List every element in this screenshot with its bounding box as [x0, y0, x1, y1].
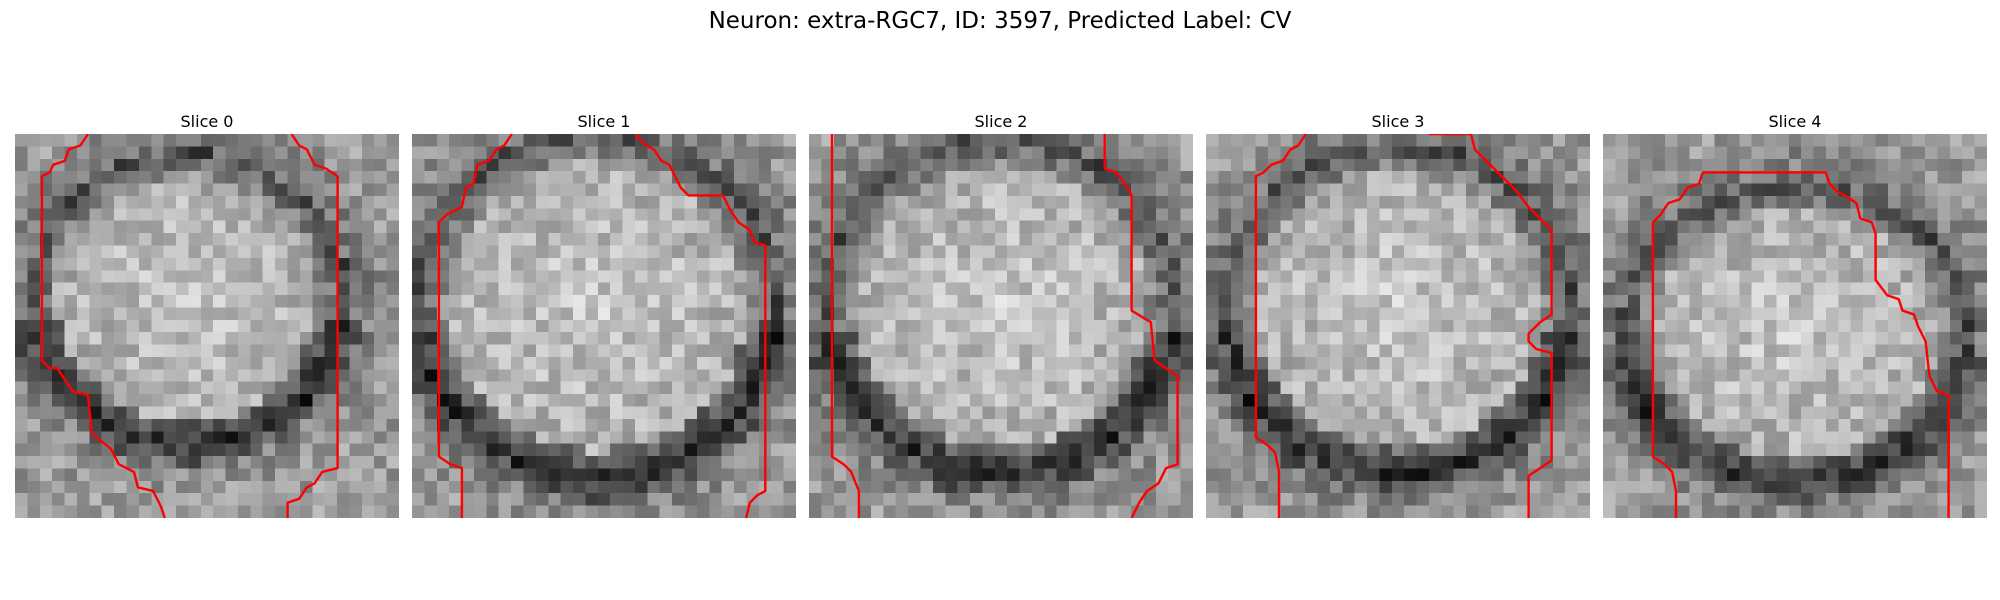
contour-line-0: [1254, 134, 1307, 518]
slice-panel-4: Slice 4: [1603, 112, 1987, 518]
grayscale-pixels: [15, 134, 399, 518]
slice-panel-1: Slice 1: [412, 112, 796, 518]
slice-image-1: [412, 134, 796, 518]
slice-image-2: [809, 134, 1193, 518]
slice-panel-3: Slice 3: [1206, 112, 1590, 518]
contour-line-1: [1702, 171, 1950, 518]
slice-image-3: [1206, 134, 1590, 518]
contour-line-1: [1428, 134, 1553, 518]
slice-title-1: Slice 1: [577, 112, 631, 131]
grayscale-pixels: [1206, 134, 1590, 518]
contour-line-1: [286, 134, 339, 518]
slice-title-3: Slice 3: [1371, 112, 1425, 131]
grayscale-pixels: [1603, 134, 1987, 518]
contour-line-0: [1651, 172, 1704, 518]
slice-title-4: Slice 4: [1768, 112, 1822, 131]
grayscale-pixels: [412, 134, 796, 518]
contour-line-0: [830, 134, 861, 518]
contour-line-0: [437, 134, 513, 518]
contour-line-0: [40, 134, 166, 518]
slice-image-4: [1603, 134, 1987, 518]
contour-line-1: [1103, 134, 1179, 518]
contour-line-1: [633, 134, 767, 518]
grayscale-pixels: [809, 134, 1193, 518]
slice-title-0: Slice 0: [180, 112, 234, 131]
figure-title: Neuron: extra-RGC7, ID: 3597, Predicted …: [708, 8, 1292, 34]
slice-panel-0: Slice 0: [15, 112, 399, 518]
slice-image-0: [15, 134, 399, 518]
slice-title-2: Slice 2: [974, 112, 1028, 131]
slice-panel-2: Slice 2: [809, 112, 1193, 518]
